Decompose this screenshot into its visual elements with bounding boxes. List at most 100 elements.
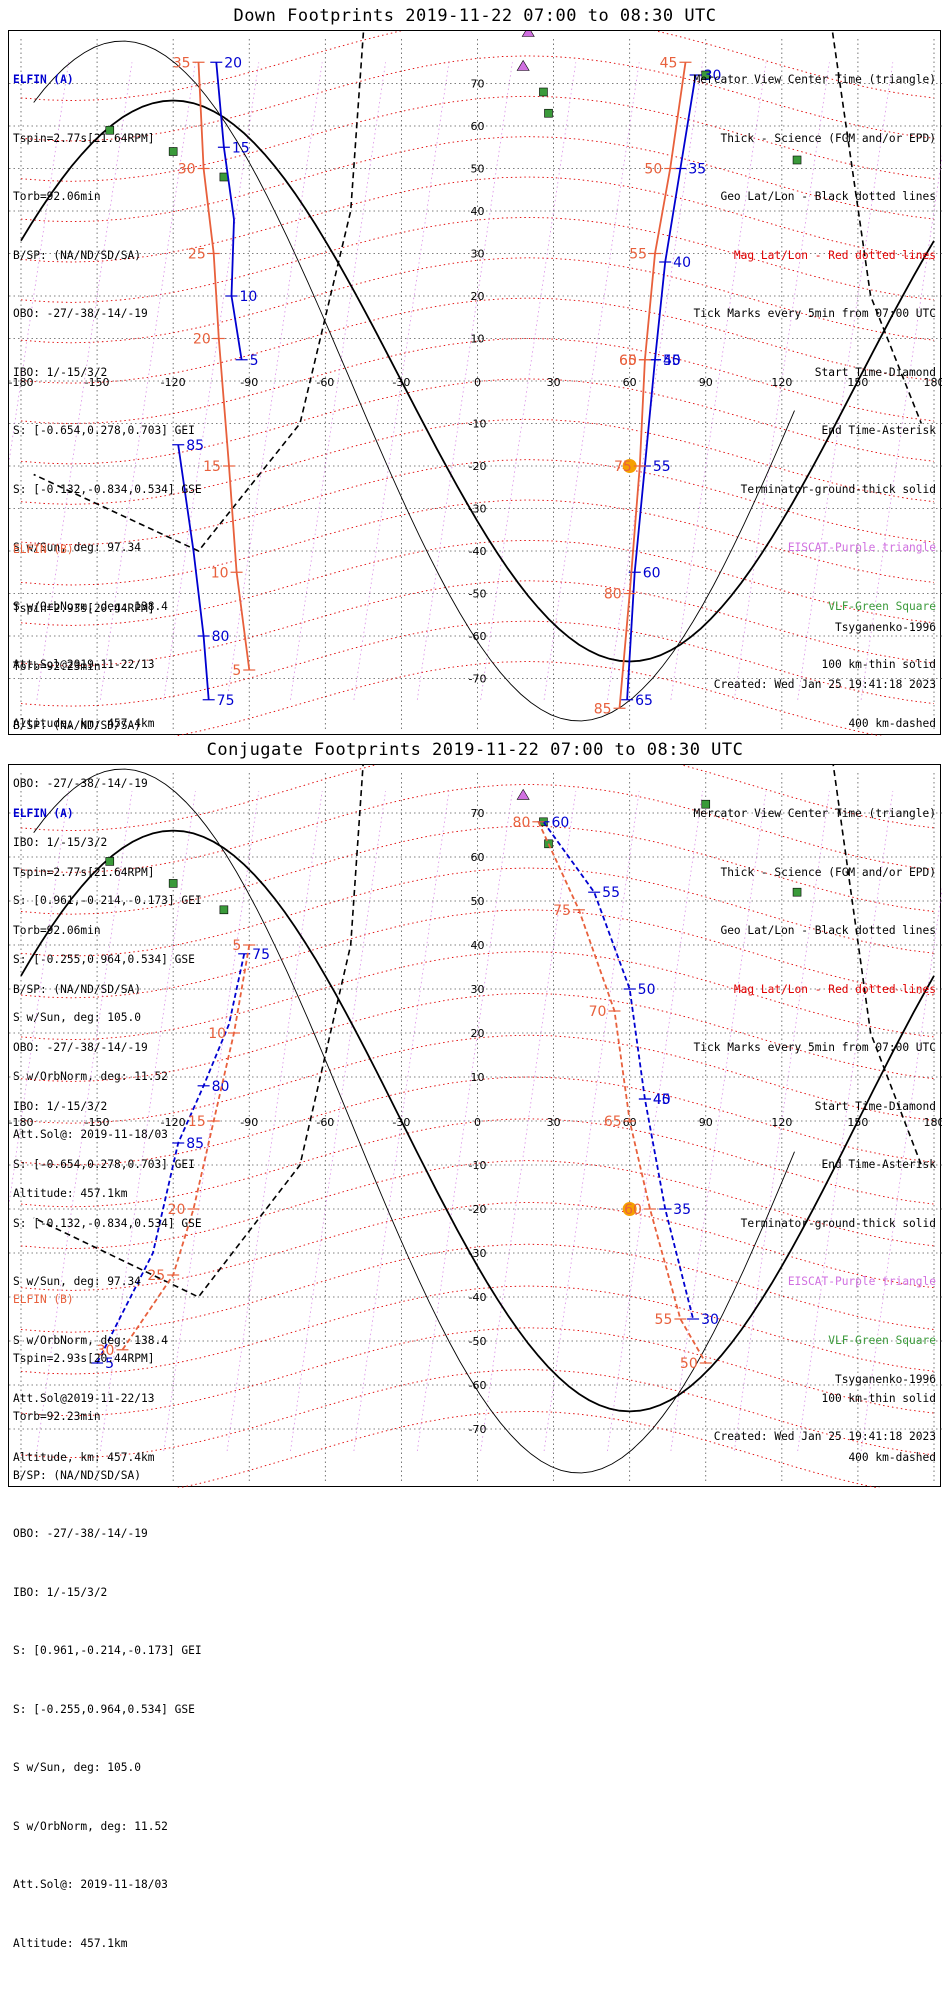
- model-name: Tsyganenko-1996: [834, 621, 936, 634]
- lat-tick-label: 10: [471, 1071, 485, 1084]
- track-a-west: [96, 953, 246, 1364]
- mag-meridian: [480, 62, 577, 700]
- eiscat-triangle: [521, 31, 535, 37]
- lon-tick-label: 90: [699, 1116, 713, 1129]
- lon-tick-label: 180: [924, 1116, 943, 1129]
- legend-item: End Time-Asterisk: [821, 424, 936, 437]
- track-tick-label: 15: [203, 459, 221, 475]
- lat-tick-label: -40: [469, 545, 487, 558]
- track-tick-label: 20: [168, 1202, 186, 1218]
- sat-b-line: IBO: 1/-15/3/2: [13, 835, 108, 849]
- lat-tick-label: 30: [471, 248, 485, 261]
- lat-tick-label: 70: [471, 807, 485, 820]
- lat-tick-label: 20: [471, 290, 485, 303]
- legend-item: VLF-Green Square: [828, 599, 936, 613]
- track-tick-label: 55: [602, 885, 620, 901]
- lon-tick-label: 60: [623, 376, 637, 389]
- sat-a-line: IBO: 1/-15/3/2: [13, 1099, 108, 1113]
- track-tick-label: 40: [673, 255, 691, 271]
- mag-meridian: [480, 790, 577, 1452]
- legend-item: Tick Marks every 5min from 07:00 UTC: [693, 1041, 936, 1054]
- sat-a-line: S: [-0.654,0.278,0.703] GEI: [13, 424, 195, 437]
- vlf-square: [792, 887, 802, 897]
- track-tick-label: 35: [173, 55, 191, 71]
- lat-tick-label: 30: [471, 983, 485, 996]
- sat-b-info: ELFIN (B) Tspin=2.93s[20.44RPM] Torb=92.…: [13, 501, 202, 1242]
- legend-item: 100 km-thin solid: [821, 1392, 936, 1405]
- lon-tick-label: -150: [85, 1116, 110, 1129]
- legend-item: EISCAT-Purple triangle: [787, 541, 936, 554]
- created-date: Created: Wed Jan 25 19:41:18 2023: [713, 1430, 936, 1443]
- vlf-square: [701, 799, 711, 809]
- legend: Mercator View Center Time (triangle) Thi…: [694, 765, 936, 1506]
- track-b-west: [121, 944, 251, 1351]
- sat-a-line: Att.Sol@2019-11-22/13: [13, 1392, 155, 1405]
- legend-item: Geo Lat/Lon - Black dotted lines: [720, 924, 936, 937]
- track-tick-label: 35: [673, 1202, 691, 1218]
- lat-tick-label: -50: [469, 588, 487, 601]
- sun-marker: [622, 1202, 637, 1216]
- track-tick-label: 60: [643, 565, 661, 581]
- track-tick-label: 45: [663, 353, 681, 369]
- track-tick-label: 30: [97, 1343, 115, 1359]
- lat-tick-label: 50: [471, 895, 485, 908]
- track-tick-label: 55: [653, 459, 671, 475]
- lon-tick-label: -60: [316, 376, 334, 389]
- mag-meridian: [226, 790, 323, 1452]
- track-tick-label: 75: [217, 693, 235, 709]
- sat-b-label: ELFIN (B): [13, 1293, 74, 1306]
- sat-a-line: OBO: -27/-38/-14/-19: [13, 1041, 148, 1054]
- legend-item: Tick Marks every 5min from 07:00 UTC: [693, 307, 936, 320]
- legend-item: EISCAT-Purple triangle: [787, 1275, 936, 1288]
- mag-meridian: [607, 790, 703, 1452]
- track-tick-label: 45: [653, 1092, 671, 1108]
- track-tick-label: 55: [629, 247, 647, 263]
- mag-meridian: [416, 790, 513, 1452]
- eiscat-triangle: [516, 59, 530, 71]
- lat-tick-label: -60: [469, 1379, 487, 1392]
- track-tick-label: 65: [619, 353, 637, 369]
- sat-a-line: Att.Sol@2019-11-22/13: [13, 658, 155, 671]
- sat-b-line: IBO: 1/-15/3/2: [13, 1585, 108, 1599]
- sat-b-label: ELFIN (B): [13, 543, 74, 556]
- sat-a-line: S w/Sun, deg: 97.34: [13, 1275, 141, 1288]
- sat-b-line: S: [0.961,-0.214,-0.173] GEI: [13, 1644, 202, 1657]
- lon-tick-label: 120: [771, 376, 792, 389]
- sat-b-line: B/SP: (NA/ND/SD/SA): [13, 1468, 141, 1482]
- legend-item: Start Time-Diamond: [814, 365, 936, 379]
- track-tick-label: 20: [193, 332, 211, 348]
- footer-right: Tsyganenko-1996 Created: Wed Jan 25 19:4…: [714, 1332, 936, 1484]
- sat-a-line: Tspin=2.77s[21.64RPM]: [13, 865, 155, 879]
- mag-meridian: [99, 790, 196, 1452]
- legend-item: 100 km-thin solid: [821, 658, 936, 671]
- sat-a-label: ELFIN (A): [13, 73, 74, 86]
- track-tick-label: 20: [224, 55, 242, 71]
- track-a-west: [215, 62, 243, 360]
- sat-a-line: S w/OrbNorm, deg: 138.4: [13, 599, 168, 613]
- mag-meridian: [670, 790, 767, 1452]
- terminator-line: [20, 99, 935, 663]
- legend-item: Geo Lat/Lon - Black dotted lines: [720, 190, 936, 203]
- sat-a-line: B/SP: (NA/ND/SD/SA): [13, 982, 141, 996]
- mag-meridian: [36, 790, 133, 1452]
- track-tick-label: 40: [653, 1092, 671, 1108]
- panel-title-down: Down Footprints 2019-11-22 07:00 to 08:3…: [233, 6, 717, 26]
- track-tick-label: 30: [701, 1312, 719, 1328]
- lat-tick-label: 70: [471, 78, 485, 91]
- sat-b-line: Torb=92.23min: [13, 660, 101, 673]
- footprint-map-conjugate: -180 -150 -120 -90 -60 -30 0 30 60 90 120 150 180706…: [9, 765, 942, 1488]
- lat-tick-label: -60: [469, 630, 487, 643]
- track-tick-label: 80: [604, 587, 622, 603]
- track-tick-label: 65: [635, 693, 653, 709]
- track-tick-label: 25: [147, 1268, 165, 1284]
- vlf-square: [701, 70, 711, 80]
- legend-item: Mercator View Center Time (triangle): [693, 73, 936, 86]
- legend-item: Thick - Science (FGM and/or EPD): [720, 131, 936, 145]
- sat-a-info: ELFIN (A) Tspin=2.77s[21.64RPM] Torb=92.…: [13, 31, 202, 772]
- lon-tick-label: 30: [547, 1116, 561, 1129]
- track-tick-label: 60: [551, 815, 569, 831]
- mag-meridian: [9, 790, 69, 1207]
- sat-b-line: Altitude: 457.1km: [13, 1186, 128, 1200]
- sat-a-line: OBO: -27/-38/-14/-19: [13, 307, 148, 320]
- track-tick-label: 55: [655, 1312, 673, 1328]
